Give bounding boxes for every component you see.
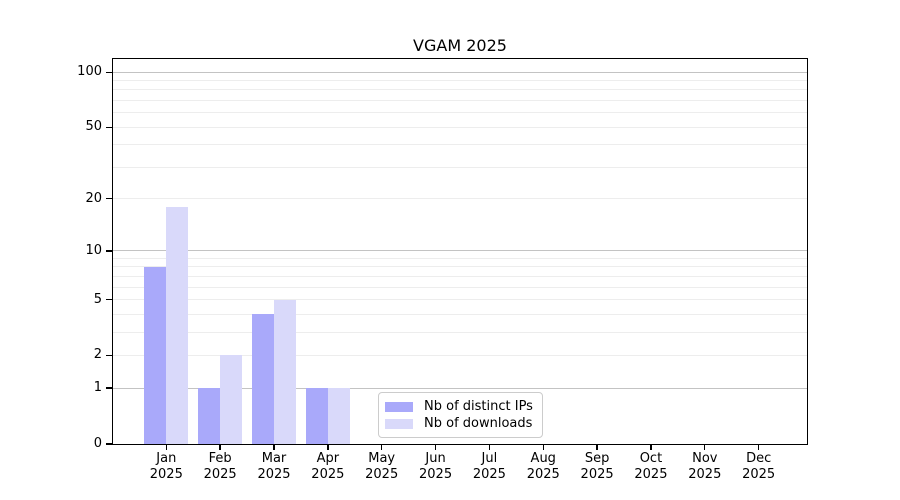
minor-gridline bbox=[113, 354, 807, 356]
legend-item: Nb of downloads bbox=[385, 415, 533, 432]
x-tick-mark bbox=[488, 445, 491, 450]
x-tick-mark bbox=[704, 445, 706, 450]
x-tick-mark bbox=[219, 445, 221, 450]
legend-item: Nb of distinct IPs bbox=[385, 398, 533, 415]
x-tick-label: Aug 2025 bbox=[526, 451, 560, 482]
minor-gridline bbox=[113, 166, 807, 168]
minor-gridline bbox=[113, 126, 807, 128]
minor-gridline bbox=[113, 266, 807, 268]
bar-distinct-ips bbox=[305, 388, 328, 444]
minor-gridline bbox=[113, 299, 807, 301]
x-tick-mark bbox=[757, 445, 760, 450]
x-tick-mark bbox=[596, 445, 598, 450]
minor-gridline bbox=[113, 275, 807, 277]
minor-gridline bbox=[113, 112, 807, 114]
x-tick-mark bbox=[650, 445, 652, 450]
x-tick-label: Apr 2025 bbox=[311, 451, 345, 482]
x-tick-mark bbox=[165, 445, 167, 450]
y-tick-mark bbox=[106, 387, 113, 389]
legend-swatch bbox=[385, 401, 413, 412]
legend-item-label: Nb of downloads bbox=[424, 416, 533, 431]
y-tick-mark bbox=[106, 354, 113, 357]
minor-gridline bbox=[113, 286, 807, 288]
y-tick-label: 2 bbox=[93, 347, 102, 363]
y-tick-mark bbox=[106, 126, 113, 128]
bar-downloads bbox=[166, 206, 189, 444]
x-tick-label: Mar 2025 bbox=[257, 451, 291, 482]
minor-gridline bbox=[113, 80, 807, 82]
x-tick-mark bbox=[327, 445, 329, 450]
minor-gridline bbox=[113, 89, 807, 91]
x-tick-mark bbox=[434, 445, 437, 450]
y-tick-label: 10 bbox=[85, 242, 102, 258]
y-tick-mark bbox=[106, 298, 113, 301]
x-tick-label: May 2025 bbox=[365, 451, 399, 482]
y-tick-mark bbox=[106, 71, 113, 73]
bar-distinct-ips bbox=[144, 266, 167, 444]
y-tick-label: 50 bbox=[85, 119, 102, 135]
y-tick-label: 100 bbox=[77, 64, 102, 80]
major-gridline bbox=[113, 250, 807, 252]
plot-border bbox=[112, 58, 808, 445]
x-tick-label: Nov 2025 bbox=[688, 451, 722, 482]
y-tick-mark bbox=[106, 443, 113, 445]
chart-title: VGAM 2025 bbox=[413, 36, 507, 55]
major-gridline bbox=[113, 387, 807, 389]
legend-item-label: Nb of distinct IPs bbox=[424, 399, 533, 414]
bar-distinct-ips bbox=[252, 314, 274, 444]
x-tick-label: Sep 2025 bbox=[580, 451, 614, 482]
x-tick-label: Jul 2025 bbox=[472, 451, 506, 482]
x-tick-label: Jun 2025 bbox=[419, 451, 453, 482]
x-tick-mark bbox=[542, 445, 544, 450]
bar-distinct-ips bbox=[198, 388, 221, 444]
legend-swatch bbox=[385, 418, 413, 429]
minor-gridline bbox=[113, 313, 807, 315]
y-tick-label: 5 bbox=[93, 291, 102, 307]
minor-gridline bbox=[113, 144, 807, 146]
y-tick-mark bbox=[106, 250, 113, 252]
y-tick-label: 20 bbox=[85, 190, 102, 206]
bar-downloads bbox=[220, 355, 243, 444]
minor-gridline bbox=[113, 100, 807, 102]
x-tick-mark bbox=[381, 445, 383, 450]
y-tick-mark bbox=[106, 198, 113, 200]
bar-downloads bbox=[274, 299, 296, 444]
x-tick-label: Jan 2025 bbox=[149, 451, 183, 482]
x-tick-label: Oct 2025 bbox=[634, 451, 668, 482]
bar-downloads bbox=[327, 388, 350, 444]
x-tick-label: Feb 2025 bbox=[203, 451, 237, 482]
major-gridline bbox=[113, 71, 807, 73]
y-tick-label: 1 bbox=[93, 380, 102, 396]
minor-gridline bbox=[113, 258, 807, 259]
minor-gridline bbox=[113, 198, 807, 200]
y-tick-label: 0 bbox=[93, 436, 102, 451]
minor-gridline bbox=[113, 331, 807, 333]
x-tick-mark bbox=[273, 445, 275, 450]
x-tick-label: Dec 2025 bbox=[742, 451, 776, 482]
legend: Nb of distinct IPs Nb of downloads bbox=[378, 392, 543, 438]
